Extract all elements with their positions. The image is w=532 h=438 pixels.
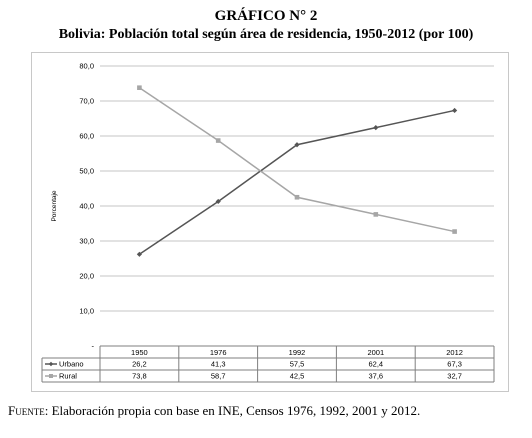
data-point-rural (215, 138, 221, 143)
source-label: Fuente (8, 403, 45, 418)
x-category-label: 2012 (446, 348, 463, 357)
data-table: 1950 1976 1992 2001 2012 Urbano 26,2 41,3 57,5 62… (41, 345, 495, 383)
data-point-urbano (215, 198, 221, 205)
y-tick-label: 40,0 (79, 202, 94, 211)
data-point-urbano (136, 251, 142, 257)
data-point-rural (294, 194, 300, 200)
legend-label: Urbano (59, 360, 84, 369)
series-line-urbano (138, 109, 455, 255)
legend-label: Rural (59, 372, 77, 381)
source-note: Fuente: Elaboración propia con base en I… (8, 403, 528, 419)
data-value-label: 26,2 (132, 360, 147, 369)
data-point-rural (452, 229, 457, 234)
y-tick-label: 20,0 (79, 272, 94, 281)
data-value-label: 32,7 (447, 372, 462, 381)
y-tick-label: 70,0 (79, 97, 94, 106)
chart-title: GRÁFICO N° 2 (214, 8, 318, 24)
y-tick-label: - (92, 342, 95, 351)
data-value-label: 62,4 (368, 360, 383, 369)
data-value-label: 67,3 (447, 360, 462, 369)
y-axis-ticks: 80,0 70,0 60,0 50,0 40,0 30,0 20,0 10,0 - (79, 62, 94, 351)
data-point-urbano (294, 142, 300, 148)
gridlines (100, 65, 494, 347)
series-markers (136, 85, 458, 257)
y-tick-label: 30,0 (79, 237, 94, 246)
data-value-label: 41,3 (211, 360, 226, 369)
data-value-label: 57,5 (290, 360, 305, 369)
data-value-label: 37,6 (368, 372, 383, 381)
chart-subtitle: Bolivia: Población total según área de r… (58, 27, 474, 42)
y-tick-label: 60,0 (79, 132, 94, 141)
y-tick-label: 10,0 (79, 307, 94, 316)
legend-key-marker (48, 361, 54, 367)
chart-area: 80,0 70,0 60,0 50,0 40,0 30,0 20,0 10,0 - Porcen… (31, 52, 509, 392)
y-tick-label: 50,0 (79, 167, 94, 176)
y-axis-label: Porcentaje (51, 190, 58, 221)
data-value-label: 58,7 (211, 372, 226, 381)
data-value-label: 42,5 (290, 372, 305, 381)
data-point-urbano (452, 107, 458, 114)
legend-key-marker (49, 374, 53, 378)
source-text: : Elaboración propia con base en INE, Ce… (44, 403, 421, 418)
y-tick-label: 80,0 (79, 62, 94, 71)
data-point-rural (373, 212, 379, 217)
x-category-label: 1992 (289, 348, 306, 357)
x-category-label: 2001 (367, 348, 384, 357)
x-category-label: 1950 (131, 348, 148, 357)
x-category-label: 1976 (210, 348, 227, 357)
data-value-label: 73,8 (132, 372, 147, 381)
series-line-rural (138, 87, 455, 233)
data-point-urbano (373, 125, 379, 131)
line-chart: 80,0 70,0 60,0 50,0 40,0 30,0 20,0 10,0 - Porcen… (41, 62, 495, 383)
data-point-rural (137, 85, 142, 90)
